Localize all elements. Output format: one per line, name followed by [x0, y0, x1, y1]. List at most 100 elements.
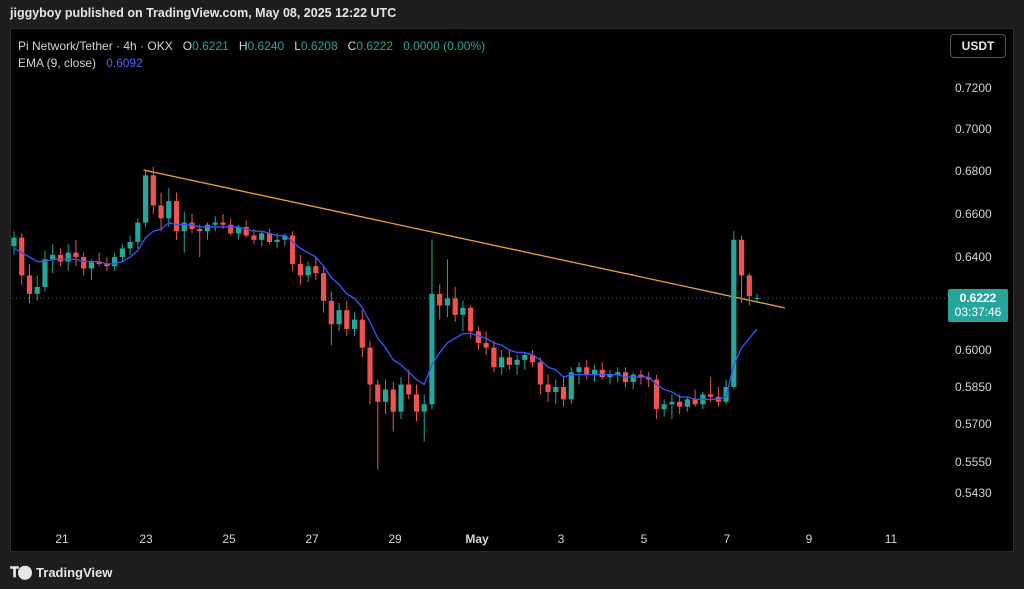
candle-body	[150, 175, 156, 206]
candle-body	[375, 384, 381, 402]
candle-body	[444, 298, 451, 306]
candle-body	[468, 307, 474, 332]
candle-body	[181, 222, 187, 232]
candle-body	[460, 307, 466, 315]
ohlc-row: Pi Network/Tether · 4h · OKX O0.6221 H0.…	[18, 38, 485, 55]
candle-body	[119, 248, 125, 257]
open-label: O	[182, 39, 193, 53]
candle-body	[313, 266, 319, 274]
candle-body	[57, 254, 64, 262]
candle-body	[197, 229, 203, 232]
candle-body	[359, 319, 365, 348]
candle-body	[266, 233, 273, 242]
candle-body	[437, 293, 443, 306]
x-tick-label: 27	[305, 532, 319, 546]
candle-body	[189, 222, 195, 230]
publish-info: jiggyboy published on TradingView.com, M…	[10, 6, 397, 20]
candle-body	[351, 319, 358, 329]
candle-body	[677, 401, 683, 407]
candle-body	[88, 261, 94, 269]
candle-body	[599, 369, 605, 378]
y-tick-label: 0.5430	[955, 486, 992, 500]
candle-body	[11, 237, 17, 247]
candle-body	[568, 372, 574, 400]
last-price-tag: 0.6222 03:37:46	[948, 289, 1008, 322]
candle-body	[452, 298, 458, 315]
y-tick-label: 0.5700	[955, 417, 992, 431]
y-tick-label: 0.6400	[955, 250, 992, 264]
y-tick-label: 0.5550	[955, 455, 992, 469]
candle-body	[483, 342, 489, 348]
x-tick-label: 11	[885, 532, 898, 546]
candle-body	[475, 331, 481, 343]
high-label: H	[238, 39, 248, 53]
x-tick-label: 21	[55, 532, 69, 546]
candle-body	[34, 286, 40, 294]
candle-body	[328, 300, 334, 325]
ema-line	[13, 221, 758, 400]
candle-body	[19, 237, 25, 276]
y-tick-label: 0.6000	[955, 343, 992, 357]
candle-body	[26, 275, 33, 294]
candle-body	[290, 235, 296, 264]
y-tick-label: 0.6600	[955, 207, 992, 221]
ema-label[interactable]: EMA (9, close)	[18, 56, 97, 70]
candle-body	[96, 261, 102, 264]
close-label: C	[347, 39, 357, 53]
candle-body	[127, 241, 133, 249]
low-value: 0.6208	[300, 39, 338, 53]
candle-body	[429, 293, 435, 405]
candle-body	[584, 367, 590, 375]
candle-body	[158, 205, 164, 219]
candle-body	[731, 239, 737, 387]
candle-body	[173, 201, 180, 232]
candle-body	[259, 233, 265, 240]
candle-body	[615, 372, 621, 375]
change-value: 0.0000 (0.00%)	[403, 39, 486, 53]
candle-body	[274, 239, 280, 242]
y-tick-label: 0.6800	[955, 164, 992, 178]
x-tick-label: May	[465, 532, 489, 546]
candle-body	[591, 369, 598, 375]
bar-countdown: 03:37:46	[954, 305, 1002, 319]
symbol-title[interactable]: Pi Network/Tether · 4h · OKX	[18, 39, 173, 53]
candle-body	[336, 310, 342, 325]
y-tick-label: 0.7000	[955, 122, 992, 136]
candle-body	[81, 257, 87, 269]
candle-body	[367, 347, 373, 385]
candle-body	[135, 222, 141, 242]
candle-body	[243, 226, 249, 236]
candle-body	[398, 384, 404, 412]
open-value: 0.6221	[192, 39, 229, 53]
candle-body	[754, 298, 760, 299]
candle-body	[65, 252, 71, 262]
candle-body	[282, 235, 288, 240]
candle-body	[212, 222, 218, 225]
tradingview-brand[interactable]: 𝐓⬤ TradingView	[10, 564, 112, 581]
candle-body	[708, 394, 714, 397]
y-tick-label: 0.5850	[955, 380, 992, 394]
candle-body	[522, 354, 528, 360]
candle-body	[421, 404, 427, 412]
candle-body	[545, 384, 551, 392]
chart-panel[interactable]	[10, 28, 1014, 552]
candle-body	[382, 389, 389, 402]
y-tick-label: 0.7200	[955, 81, 992, 95]
candle-body	[104, 263, 110, 267]
ema-value: 0.6092	[106, 56, 143, 70]
currency-button[interactable]: USDT	[950, 34, 1006, 58]
chart-legend: Pi Network/Tether · 4h · OKX O0.6221 H0.…	[18, 38, 485, 72]
candle-body	[537, 362, 543, 385]
ema-row: EMA (9, close) 0.6092	[18, 55, 485, 72]
candle-body	[669, 401, 675, 405]
candle-body	[738, 239, 745, 276]
candle-body	[321, 273, 327, 301]
x-tick-label: 25	[222, 532, 236, 546]
x-tick-label: 9	[806, 532, 813, 546]
candle-body	[166, 201, 172, 219]
candle-body	[607, 374, 613, 378]
high-value: 0.6240	[247, 39, 285, 53]
candle-body	[112, 257, 118, 267]
candle-body	[491, 347, 497, 368]
